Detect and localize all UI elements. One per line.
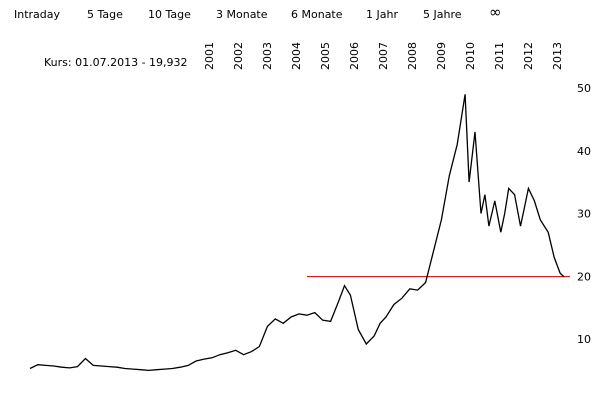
range-1-jahr-button[interactable]: 1 Jahr	[366, 8, 398, 21]
range-3-monate-button[interactable]: 3 Monate	[216, 8, 268, 21]
price-series-line	[29, 94, 565, 372]
range-all-button[interactable]: ∞	[489, 3, 502, 21]
year-label-2001: 2001	[203, 42, 216, 70]
year-label-2010: 2010	[464, 42, 477, 70]
price-readout: Kurs: 01.07.2013 - 19,932	[44, 56, 188, 69]
year-label-2004: 2004	[290, 42, 303, 70]
year-label-2006: 2006	[348, 42, 361, 70]
range-5-jahre-button[interactable]: 5 Jahre	[423, 8, 462, 21]
y-tick-50: 50	[577, 82, 591, 95]
year-label-2007: 2007	[377, 42, 390, 70]
y-tick-40: 40	[577, 145, 591, 158]
year-label-2008: 2008	[406, 42, 419, 70]
y-axis-tick-labels: 10 20 30 40 50	[577, 82, 591, 346]
y-tick-30: 30	[577, 208, 591, 221]
year-label-2005: 2005	[319, 42, 332, 70]
x-axis-year-labels: 2001 2002 2003 2004 2005 2006 2007 2008 2009 2010…	[203, 42, 564, 70]
year-label-2002: 2002	[232, 42, 245, 70]
range-6-monate-button[interactable]: 6 Monate	[291, 8, 343, 21]
range-10-tage-button[interactable]: 10 Tage	[148, 8, 191, 21]
year-label-2003: 2003	[261, 42, 274, 70]
year-label-2009: 2009	[435, 42, 448, 70]
year-label-2013: 2013	[551, 42, 564, 70]
year-label-2012: 2012	[522, 42, 535, 70]
time-range-bar: Intraday 5 Tage 10 Tage 3 Monate 6 Monat…	[0, 0, 599, 30]
year-label-2011: 2011	[493, 42, 506, 70]
range-5-tage-button[interactable]: 5 Tage	[87, 8, 123, 21]
range-intraday-button[interactable]: Intraday	[14, 8, 61, 21]
y-tick-20: 20	[577, 270, 591, 283]
y-tick-10: 10	[577, 333, 591, 346]
